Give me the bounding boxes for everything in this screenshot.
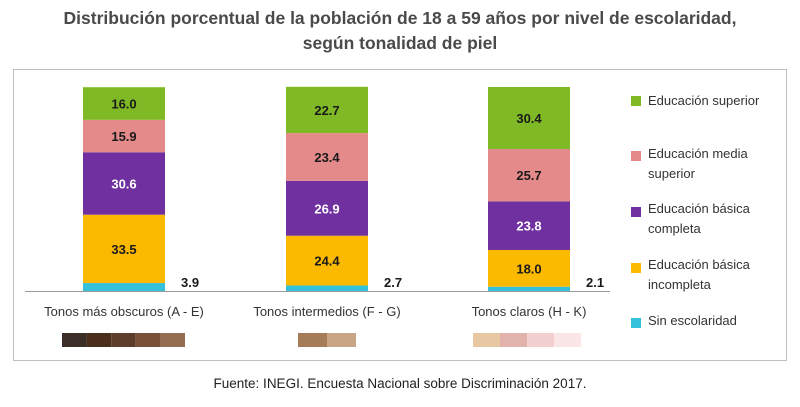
skin-tone-swatch-3-2 xyxy=(500,333,527,347)
data-label-educacion-media-superior-2: 23.4 xyxy=(314,150,340,165)
bar-educacion-basica-incompleta-3 xyxy=(488,250,570,287)
skin-tone-swatch-1-2 xyxy=(86,333,112,347)
skin-tone-swatch-2-2 xyxy=(327,333,356,347)
data-label-educacion-media-superior-3: 25.7 xyxy=(516,168,541,183)
bar-educacion-basica-completa-2 xyxy=(286,180,368,236)
skin-tone-swatch-3-1 xyxy=(473,333,500,347)
skin-tone-swatch-1-3 xyxy=(111,333,136,347)
data-label-educacion-media-superior-1: 15.9 xyxy=(111,129,136,144)
bar-educacion-media-superior-2 xyxy=(286,133,368,181)
bar-sin-escolaridad-3 xyxy=(488,286,570,291)
bar-educacion-media-superior-1 xyxy=(83,119,165,153)
bar-educacion-basica-incompleta-2 xyxy=(286,235,368,286)
bar-educacion-superior-1 xyxy=(83,87,165,120)
data-label-sin-escolaridad-3: 2.1 xyxy=(586,275,604,290)
legend-label-educacion-basica-incompleta-line-2: incompleta xyxy=(648,277,712,292)
data-label-educacion-basica-completa-1: 30.6 xyxy=(111,176,136,191)
legend-marker-educacion-basica-incompleta xyxy=(631,263,641,273)
plot-area-border xyxy=(13,69,787,361)
legend-label-educacion-basica-incompleta-line-1: Educación básica xyxy=(648,257,751,272)
data-label-educacion-basica-incompleta-2: 24.4 xyxy=(314,254,340,269)
chart-title: Distribución porcentual de la población … xyxy=(0,6,800,56)
skin-tone-swatch-3-3 xyxy=(527,333,554,347)
data-label-sin-escolaridad-2: 2.7 xyxy=(384,275,402,290)
data-label-educacion-basica-completa-3: 23.8 xyxy=(516,219,541,234)
bar-educacion-superior-2 xyxy=(286,86,368,134)
legend-label-educacion-basica-completa-line-2: completa xyxy=(648,221,702,236)
skin-tone-swatch-1-4 xyxy=(135,333,161,347)
chart-title-line-2: según tonalidad de piel xyxy=(302,33,498,53)
bar-educacion-media-superior-3 xyxy=(488,149,570,202)
data-label-sin-escolaridad-1: 3.9 xyxy=(181,275,199,290)
data-label-educacion-superior-2: 22.7 xyxy=(314,103,339,118)
skin-tone-swatch-1-1 xyxy=(62,333,87,347)
data-label-educacion-basica-incompleta-3: 18.0 xyxy=(516,261,541,276)
source-note: Fuente: INEGI. Encuesta Nacional sobre D… xyxy=(213,376,587,391)
chart-title-line-1: Distribución porcentual de la población … xyxy=(63,8,737,28)
legend-label-sin-escolaridad: Sin escolaridad xyxy=(648,313,737,328)
bar-educacion-basica-completa-1 xyxy=(83,152,165,215)
legend-marker-sin-escolaridad xyxy=(631,318,641,328)
data-label-educacion-superior-3: 30.4 xyxy=(516,111,542,126)
legend-marker-educacion-basica-completa xyxy=(631,207,641,217)
legend-label-educacion-superior: Educación superior xyxy=(648,93,760,108)
stacked-bar-chart: 3.9 33.5 30.6 15.9 16.0 Tonos más obscuros (A… xyxy=(13,69,787,361)
skin-tone-swatch-1-5 xyxy=(160,333,185,347)
legend-label-educacion-basica-completa-line-1: Educación básica xyxy=(648,201,751,216)
category-label-3: Tonos claros (H - K) xyxy=(472,304,587,319)
skin-tone-swatch-2-1 xyxy=(298,333,327,347)
data-label-educacion-basica-incompleta-1: 33.5 xyxy=(111,242,136,257)
bar-sin-escolaridad-1 xyxy=(83,283,165,291)
data-label-educacion-superior-1: 16.0 xyxy=(111,97,136,112)
bar-sin-escolaridad-2 xyxy=(286,285,368,291)
legend-marker-educacion-superior xyxy=(631,96,641,106)
bar-educacion-basica-completa-3 xyxy=(488,201,570,250)
category-label-2: Tonos intermedios (F - G) xyxy=(253,304,400,319)
data-label-educacion-basica-completa-2: 26.9 xyxy=(314,201,339,216)
legend-label-educacion-media-superior-line-2: superior xyxy=(648,166,696,181)
category-label-1: Tonos más obscuros (A - E) xyxy=(44,304,204,319)
bar-educacion-basica-incompleta-1 xyxy=(83,214,165,284)
legend-label-educacion-media-superior-line-1: Educación media xyxy=(648,146,748,161)
legend-marker-educacion-media-superior xyxy=(631,151,641,161)
skin-tone-swatch-3-4 xyxy=(554,333,581,347)
bar-educacion-superior-3 xyxy=(488,87,570,150)
